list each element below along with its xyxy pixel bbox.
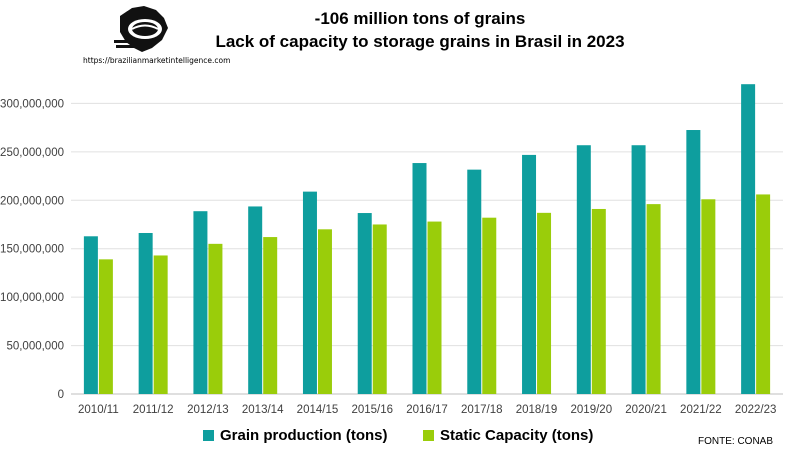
- bar-grain-production: [631, 145, 646, 394]
- legend-label-static-capacity: Static Capacity (tons): [440, 427, 594, 444]
- bar-grain-production: [83, 236, 98, 394]
- x-tick-label: 2013/14: [242, 404, 284, 416]
- y-tick-label: 100,000,000: [0, 292, 64, 304]
- x-tick-label: 2022/23: [735, 404, 777, 416]
- chart-legend: Grain production (tons) Static Capacity …: [0, 427, 793, 449]
- y-tick-label: 150,000,000: [0, 244, 64, 256]
- bar-static-capacity: [537, 212, 552, 394]
- bar-static-capacity: [98, 259, 113, 394]
- bar-grain-production: [193, 211, 208, 394]
- bar-grain-production: [302, 191, 317, 394]
- x-tick-label: 2020/21: [625, 404, 667, 416]
- legend-swatch-static-capacity: [423, 430, 434, 441]
- y-tick-label: 0: [58, 389, 64, 401]
- bar-static-capacity: [427, 221, 442, 394]
- bar-static-capacity: [701, 199, 716, 394]
- chart-subtitle: Lack of capacity to storage grains in Br…: [215, 32, 625, 51]
- data-source: FONTE: CONAB: [698, 436, 774, 447]
- source-url: https://brazilianmarketintelligence.com: [83, 56, 231, 65]
- bar-grain-production: [522, 154, 537, 394]
- x-tick-label: 2019/20: [571, 404, 613, 416]
- legend-swatch-grain-production: [203, 430, 214, 441]
- x-tick-label: 2021/22: [680, 404, 722, 416]
- bar-grain-production: [248, 206, 263, 394]
- x-tick-label: 2018/19: [516, 404, 558, 416]
- bar-static-capacity: [263, 237, 278, 394]
- x-tick-label: 2010/11: [78, 404, 119, 416]
- legend-item-static-capacity: Static Capacity (tons): [423, 427, 593, 444]
- legend-label-grain-production: Grain production (tons): [220, 427, 388, 444]
- bar-grain-production: [576, 145, 591, 394]
- x-tick-label: 2012/13: [187, 404, 229, 416]
- x-tick-label: 2011/12: [133, 404, 174, 416]
- bar-static-capacity: [646, 204, 661, 394]
- x-tick-label: 2015/16: [351, 404, 393, 416]
- y-tick-label: 200,000,000: [0, 195, 64, 207]
- bar-static-capacity: [208, 243, 223, 394]
- bar-grain-production: [412, 163, 427, 394]
- y-tick-label: 50,000,000: [6, 341, 64, 353]
- legend-item-grain-production: Grain production (tons): [203, 427, 387, 444]
- bar-grain-production: [138, 232, 153, 394]
- chart-title: -106 million tons of grains: [314, 9, 526, 28]
- x-tick-label: 2017/18: [461, 404, 503, 416]
- y-tick-label: 300,000,000: [0, 98, 64, 110]
- brand-logo: [114, 6, 168, 52]
- bar-grain-production: [357, 213, 372, 394]
- bar-static-capacity: [372, 224, 387, 394]
- bar-static-capacity: [317, 229, 332, 394]
- x-tick-label: 2014/15: [297, 404, 339, 416]
- bar-static-capacity: [756, 194, 771, 394]
- bar-static-capacity: [482, 217, 497, 394]
- bar-static-capacity: [591, 208, 606, 394]
- bar-static-capacity: [153, 255, 168, 394]
- x-tick-label: 2016/17: [406, 404, 448, 416]
- y-tick-label: 250,000,000: [0, 147, 64, 159]
- bar-grain-production: [741, 84, 756, 394]
- bar-grain-production: [467, 169, 482, 394]
- bar-grain-production: [686, 130, 701, 394]
